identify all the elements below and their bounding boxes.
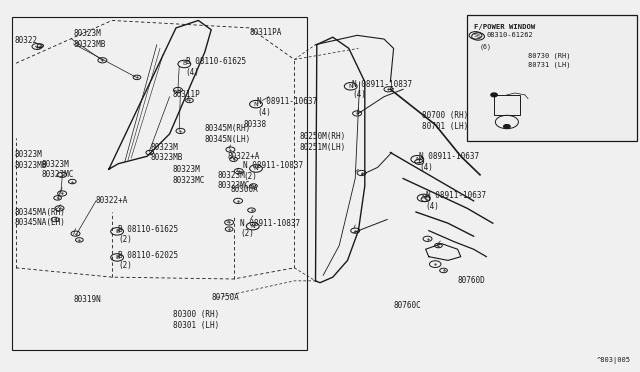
Text: F/POWER WINDOW: F/POWER WINDOW xyxy=(474,24,535,30)
Text: B: B xyxy=(115,255,119,260)
Text: 80322+A: 80322+A xyxy=(96,196,129,205)
Text: ^803|005: ^803|005 xyxy=(596,357,630,364)
Text: 08310-61262: 08310-61262 xyxy=(486,32,533,38)
Circle shape xyxy=(504,125,510,128)
Text: 80345M(RH)
80345N(LH): 80345M(RH) 80345N(LH) xyxy=(205,124,251,144)
Text: N 08911-10637
(4): N 08911-10637 (4) xyxy=(257,97,317,117)
Bar xyxy=(494,95,520,115)
Text: N: N xyxy=(253,166,259,171)
Text: 80250M(RH)
80251M(LH): 80250M(RH) 80251M(LH) xyxy=(300,132,346,152)
Text: 80319N: 80319N xyxy=(74,295,101,304)
Text: 80323M
80323MC: 80323M 80323MC xyxy=(218,171,250,190)
Bar xyxy=(12,17,307,350)
Text: N 08911-10637
(4): N 08911-10637 (4) xyxy=(419,152,479,171)
Text: 80323M
80323MC: 80323M 80323MC xyxy=(173,165,205,185)
Text: N: N xyxy=(253,102,259,107)
Text: N 08911-10837
(4): N 08911-10837 (4) xyxy=(352,80,412,99)
Text: B 08110-61625
(2): B 08110-61625 (2) xyxy=(118,225,179,244)
Text: 80750A: 80750A xyxy=(211,293,239,302)
Text: 80300A: 80300A xyxy=(230,185,258,194)
Text: N: N xyxy=(421,195,426,201)
Text: 80311PA: 80311PA xyxy=(250,28,282,37)
Text: 80323M
80323MB: 80323M 80323MB xyxy=(150,143,183,162)
Text: 80730 (RH): 80730 (RH) xyxy=(528,52,570,59)
Text: N 08911-10837
(2): N 08911-10837 (2) xyxy=(243,161,303,181)
Text: N: N xyxy=(250,224,255,229)
Text: N: N xyxy=(415,157,420,162)
Text: B 08110-62025
(2): B 08110-62025 (2) xyxy=(118,251,179,270)
Text: 80323M
80323MB: 80323M 80323MB xyxy=(74,29,106,49)
Text: 80323M
80323MB: 80323M 80323MB xyxy=(14,150,47,170)
Text: S: S xyxy=(474,33,477,38)
Bar xyxy=(467,15,637,141)
Text: 80322+A: 80322+A xyxy=(227,152,260,161)
Text: S: S xyxy=(476,34,480,39)
Text: 80311P: 80311P xyxy=(173,90,200,99)
Text: 80338: 80338 xyxy=(243,120,266,129)
Text: 80345MA(RH)
80345NA(LH): 80345MA(RH) 80345NA(LH) xyxy=(14,208,65,227)
Text: (6): (6) xyxy=(480,43,492,50)
Circle shape xyxy=(491,93,497,97)
Text: 80300 (RH)
80301 (LH): 80300 (RH) 80301 (LH) xyxy=(173,310,219,330)
Text: N 08911-10637
(4): N 08911-10637 (4) xyxy=(426,191,486,211)
Text: 80760C: 80760C xyxy=(394,301,421,310)
Text: 80731 (LH): 80731 (LH) xyxy=(528,62,570,68)
Text: B: B xyxy=(182,61,186,67)
Text: 80323M
80323MC: 80323M 80323MC xyxy=(42,160,74,179)
Text: 80760D: 80760D xyxy=(458,276,485,285)
Text: B: B xyxy=(115,229,119,234)
Text: N 08911-10837
(2): N 08911-10837 (2) xyxy=(240,219,300,238)
Text: 80700 (RH)
80701 (LH): 80700 (RH) 80701 (LH) xyxy=(422,111,468,131)
Text: N: N xyxy=(348,84,353,89)
Text: 80322: 80322 xyxy=(14,36,37,45)
Text: B 08110-61625
(4): B 08110-61625 (4) xyxy=(186,57,246,77)
